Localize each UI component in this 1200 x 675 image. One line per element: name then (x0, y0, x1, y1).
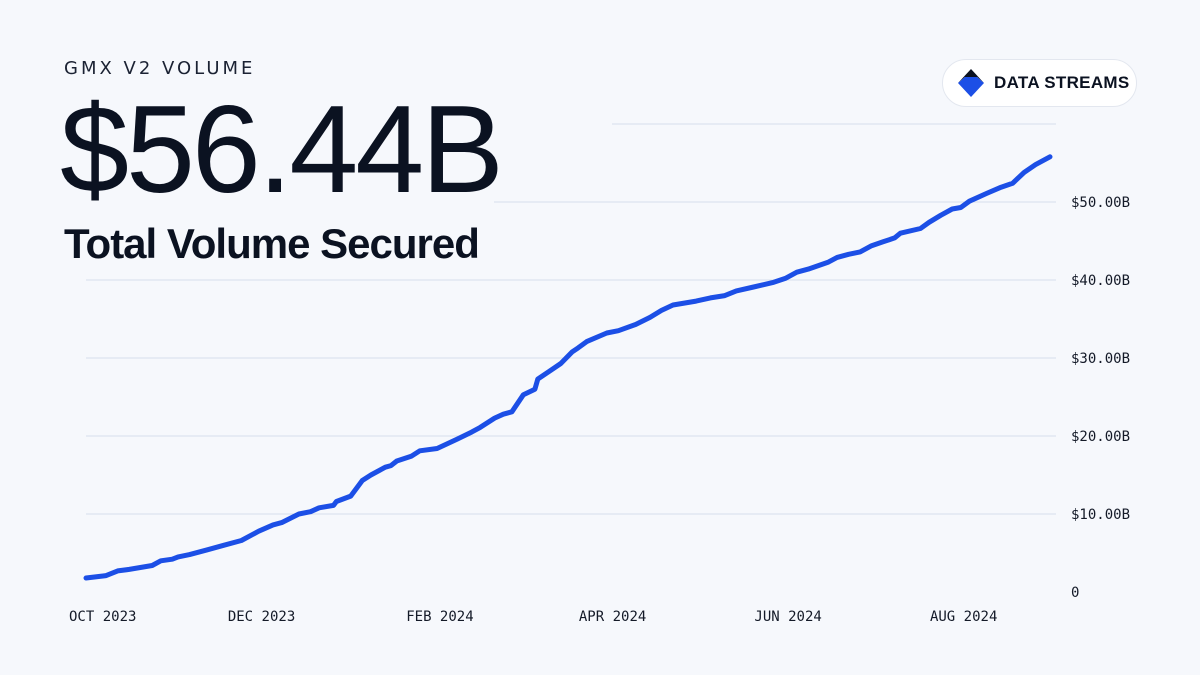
chart-gridlines (86, 123, 1056, 515)
data-streams-badge: DATA STREAMS (942, 59, 1137, 107)
x-tick-label: DEC 2023 (228, 609, 295, 625)
y-tick-label: $20.00B (1071, 429, 1130, 445)
headline-value: $56.44B (60, 81, 504, 219)
y-tick-label: $50.00B (1071, 195, 1130, 211)
badge-label: DATA STREAMS (994, 73, 1130, 92)
x-tick-label: AUG 2024 (930, 609, 997, 625)
chart-kicker: GMX V2 VOLUME (64, 58, 256, 79)
y-tick-label: $30.00B (1071, 351, 1130, 367)
volume-series-line (83, 154, 1053, 581)
x-tick-label: OCT 2023 (69, 609, 136, 625)
x-tick-label: JUN 2024 (754, 609, 821, 625)
y-axis-ticks: 0 $10.00B $20.00B $30.00B $40.00B $50.00B (1071, 195, 1130, 601)
y-tick-label: $10.00B (1071, 507, 1130, 523)
x-tick-label: APR 2024 (579, 609, 646, 625)
x-tick-label: FEB 2024 (406, 609, 473, 625)
y-tick-label: $40.00B (1071, 273, 1130, 289)
y-tick-label: 0 (1071, 585, 1079, 601)
data-streams-logo-icon (958, 69, 984, 97)
headline-subtitle: Total Volume Secured (64, 220, 480, 267)
x-axis-ticks: OCT 2023 DEC 2023 FEB 2024 APR 2024 JUN 2024… (69, 609, 997, 625)
